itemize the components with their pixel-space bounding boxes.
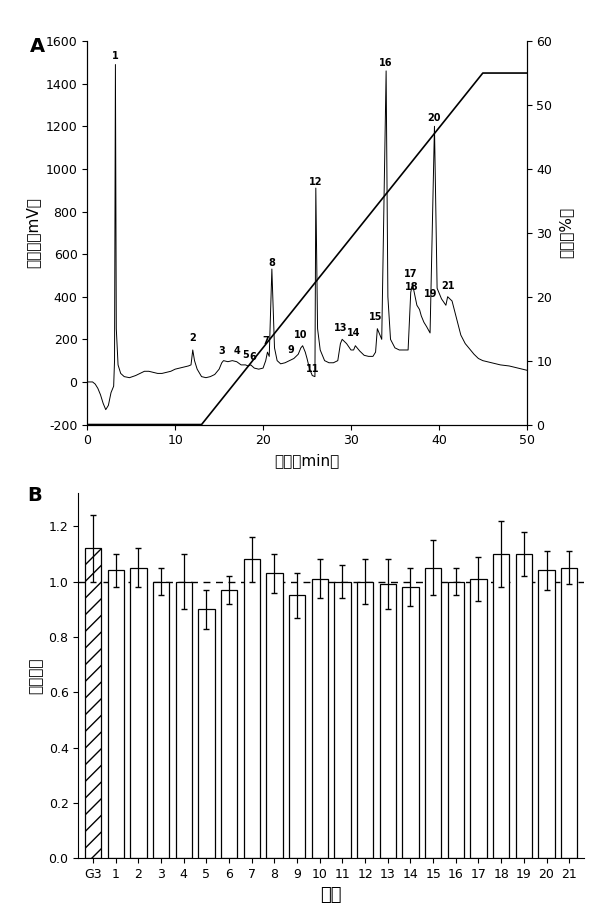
Bar (425, 568, 441, 858)
Text: 21: 21 (441, 281, 455, 291)
X-axis label: 时间（min）: 时间（min） (275, 453, 340, 467)
Bar (244, 560, 260, 858)
Text: 1: 1 (112, 51, 119, 61)
Text: 14: 14 (347, 329, 361, 339)
Text: 17: 17 (404, 268, 417, 278)
Text: 5: 5 (242, 350, 249, 360)
Text: 16: 16 (379, 58, 393, 68)
X-axis label: 组分: 组分 (320, 887, 342, 905)
Bar (289, 595, 305, 858)
Bar (470, 579, 486, 858)
Bar (402, 587, 418, 858)
Bar (516, 554, 532, 858)
Text: 20: 20 (427, 113, 441, 123)
Bar (334, 582, 350, 858)
Bar (312, 579, 328, 858)
Text: 4: 4 (234, 346, 240, 356)
Bar (85, 549, 101, 858)
Text: 10: 10 (294, 331, 308, 341)
Text: 13: 13 (334, 323, 347, 333)
Bar (357, 582, 373, 858)
Text: 9: 9 (288, 345, 294, 355)
Text: 19: 19 (424, 289, 438, 299)
Text: 12: 12 (309, 177, 323, 187)
Bar (108, 571, 124, 858)
Text: 7: 7 (262, 336, 269, 346)
Text: 6: 6 (249, 352, 256, 362)
Bar (538, 571, 554, 858)
Y-axis label: 信号値（mV）: 信号値（mV） (25, 197, 40, 268)
Text: A: A (30, 37, 45, 57)
Bar (198, 609, 214, 858)
Y-axis label: 刺激指数: 刺激指数 (28, 657, 43, 694)
Text: 8: 8 (268, 258, 275, 268)
Text: 11: 11 (306, 364, 320, 374)
Bar (493, 554, 509, 858)
Bar (221, 590, 237, 858)
Bar (176, 582, 192, 858)
Text: 3: 3 (219, 346, 225, 356)
Bar (266, 573, 282, 858)
Bar (130, 568, 146, 858)
Y-axis label: 乙腓（%）: 乙腓（%） (558, 207, 573, 258)
Text: 15: 15 (369, 312, 382, 322)
Text: 2: 2 (190, 332, 196, 342)
Bar (380, 584, 396, 858)
Bar (561, 568, 577, 858)
Text: B: B (28, 486, 43, 505)
Text: 18: 18 (405, 282, 418, 292)
Bar (153, 582, 169, 858)
Bar (448, 582, 464, 858)
